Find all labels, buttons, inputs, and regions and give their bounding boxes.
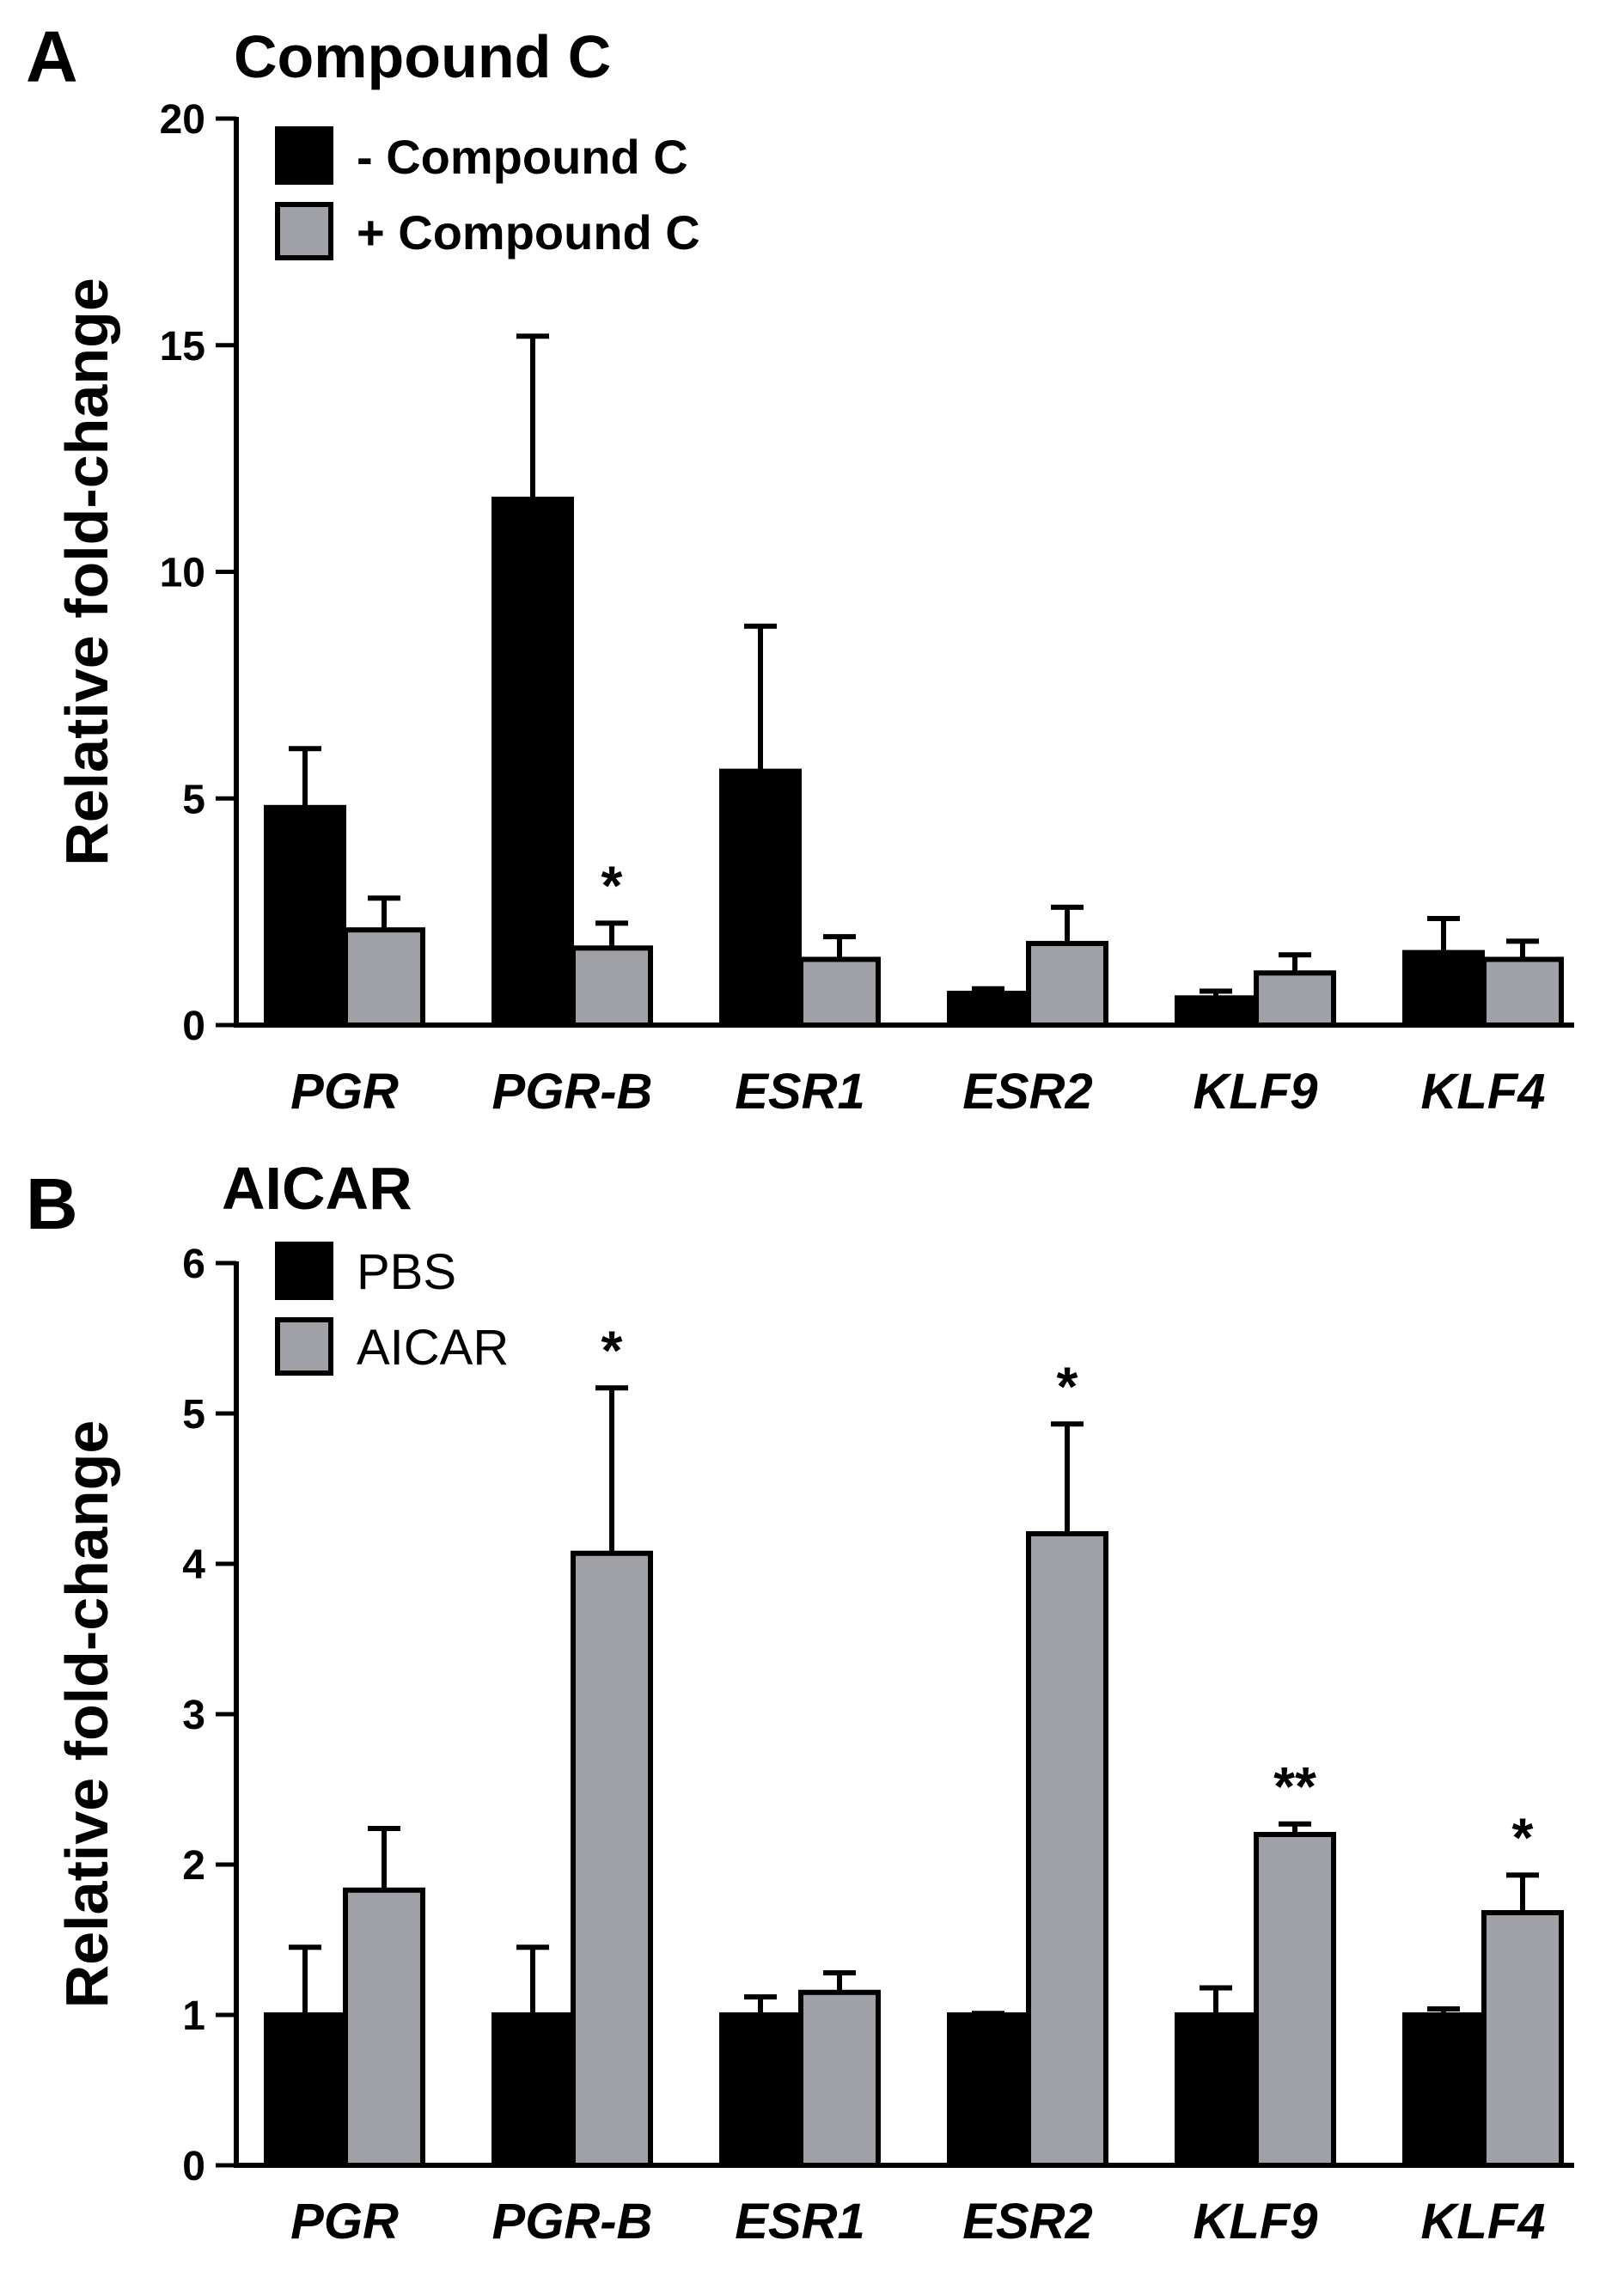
bar-treated (798, 1989, 881, 2168)
y-tick-label: 5 (182, 1392, 205, 1438)
significance-mark: * (601, 854, 623, 916)
bar-control (719, 768, 802, 1028)
y-tick-label: 4 (182, 1542, 205, 1588)
bar-control (1175, 995, 1257, 1028)
legend-swatch (275, 1242, 333, 1300)
y-tick-label: 6 (182, 1242, 205, 1287)
significance-mark: * (601, 1319, 623, 1381)
bar-treated (1254, 1832, 1336, 2168)
category-label: ESR2 (962, 2194, 1093, 2250)
bar-treated (1254, 970, 1336, 1029)
bar-control (491, 2012, 574, 2168)
bar-treated (571, 1550, 653, 2168)
y-axis-label: Relative fold-change (53, 1420, 120, 2009)
bar-control (719, 2012, 802, 2168)
y-tick-label: 0 (182, 1004, 205, 1049)
bar-control (947, 2012, 1029, 2168)
bar-control (264, 804, 346, 1028)
bar-treated (1481, 956, 1564, 1028)
y-tick-label: 0 (182, 2144, 205, 2189)
y-tick-label: 3 (182, 1693, 205, 1738)
bar-control (264, 2012, 346, 2168)
significance-mark: ** (1273, 1755, 1316, 1817)
category-label: KLF4 (1421, 1064, 1546, 1120)
bar-treated (343, 1887, 425, 2168)
significance-mark: * (1057, 1355, 1078, 1417)
bar-control (1175, 2012, 1257, 2168)
bar-treated (571, 945, 653, 1028)
bar-treated (343, 927, 425, 1028)
category-label: ESR1 (735, 1064, 865, 1120)
bar-control (1402, 2012, 1485, 2168)
bar-control (491, 497, 574, 1028)
bar-treated (1481, 1910, 1564, 2168)
y-tick-label: 2 (182, 1843, 205, 1889)
panel-letter: B (26, 1163, 78, 1244)
y-tick-label: 5 (182, 777, 205, 822)
legend-label: AICAR (357, 1320, 509, 1376)
category-label: PGR (290, 2194, 399, 2250)
category-label: KLF9 (1194, 1064, 1318, 1120)
legend-label: - Compound C (357, 130, 688, 184)
bar-control (947, 991, 1029, 1028)
bar-treated (1026, 941, 1108, 1029)
legend-swatch (275, 1317, 333, 1376)
category-label: KLF4 (1421, 2194, 1546, 2250)
legend-swatch (275, 202, 333, 260)
panel-letter: A (26, 16, 78, 97)
chart-title: AICAR (222, 1155, 412, 1222)
bar-control (1402, 949, 1485, 1028)
y-tick-label: 15 (160, 324, 205, 369)
category-label: PGR (290, 1064, 399, 1120)
category-label: ESR1 (735, 2194, 865, 2250)
category-label: PGR-B (492, 1064, 653, 1120)
chart-title: Compound C (234, 23, 611, 90)
significance-mark: * (1512, 1806, 1534, 1868)
legend-label: + Compound C (357, 205, 700, 259)
y-tick-label: 1 (182, 1993, 205, 2039)
legend-label: PBS (357, 1244, 456, 1300)
y-tick-label: 20 (160, 97, 205, 143)
legend-swatch (275, 126, 333, 185)
y-tick-label: 10 (160, 551, 205, 596)
bar-treated (1026, 1531, 1108, 2168)
category-label: KLF9 (1194, 2194, 1318, 2250)
bar-treated (798, 956, 881, 1028)
category-label: ESR2 (962, 1064, 1093, 1120)
y-axis-label: Relative fold-change (53, 278, 120, 866)
category-label: PGR-B (492, 2194, 653, 2250)
